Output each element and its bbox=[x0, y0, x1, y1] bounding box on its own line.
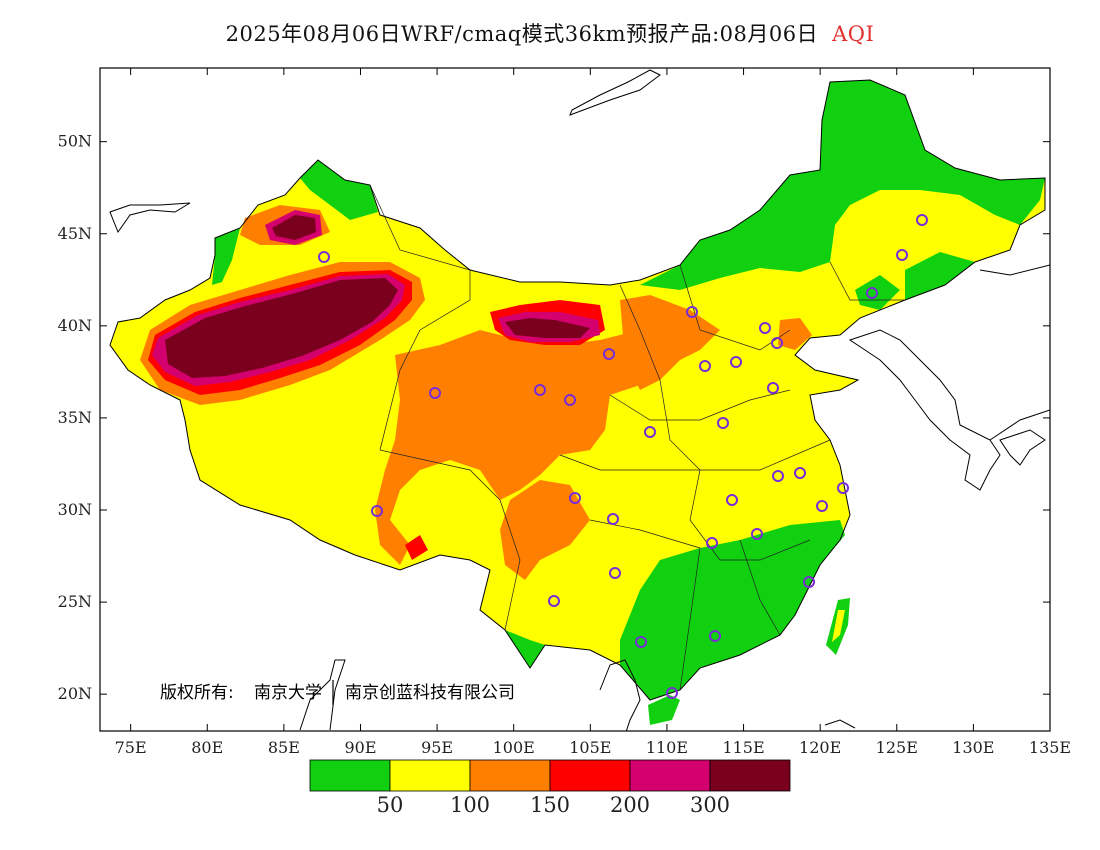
monitoring-stations bbox=[318, 214, 928, 699]
station-marker bbox=[371, 505, 383, 517]
lat-tick-label: 40N bbox=[58, 316, 92, 335]
station-marker bbox=[730, 356, 742, 368]
central-orange bbox=[375, 330, 660, 565]
legend-label: 300 bbox=[690, 793, 730, 817]
station-marker bbox=[318, 251, 330, 263]
station-marker bbox=[607, 513, 619, 525]
lon-tick-label: 100E bbox=[493, 738, 535, 757]
station-marker bbox=[709, 630, 721, 642]
station-marker bbox=[866, 287, 878, 299]
northeast-green bbox=[640, 80, 1045, 290]
station-marker bbox=[837, 482, 849, 494]
lat-tick-label: 20N bbox=[58, 684, 92, 703]
legend-swatch bbox=[549, 759, 631, 792]
station-marker bbox=[603, 348, 615, 360]
tibet-red bbox=[405, 535, 428, 560]
lat-tick-label: 25N bbox=[58, 592, 92, 611]
legend-swatch bbox=[709, 759, 791, 792]
lat-tick-label: 50N bbox=[58, 132, 92, 151]
station-marker bbox=[564, 394, 576, 406]
station-marker bbox=[569, 492, 581, 504]
lon-tick-label: 80E bbox=[191, 738, 223, 757]
title-variable: AQI bbox=[832, 22, 875, 46]
taiwan-yellow bbox=[832, 610, 845, 642]
lon-tick-label: 95E bbox=[421, 738, 453, 757]
west-green bbox=[212, 228, 240, 285]
lon-tick-label: 105E bbox=[569, 738, 611, 757]
lon-tick-label: 110E bbox=[646, 738, 688, 757]
aqi-legend: 50 100 150 200 300 bbox=[309, 759, 791, 817]
lon-tick-label: 90E bbox=[344, 738, 376, 757]
lon-tick-label: 135E bbox=[1029, 738, 1071, 757]
northeast-green-2 bbox=[905, 252, 975, 300]
station-marker bbox=[686, 306, 698, 318]
map-title: 2025年08月06日WRF/cmaq模式36km预报产品:08月06日 AQI bbox=[0, 18, 1100, 48]
axis-ticks: 75E 80E 85E 90E 95E 100E 105E 110E 115E 120E 125E 1… bbox=[58, 68, 1071, 757]
gansu-maroon bbox=[505, 318, 590, 338]
hainan-green bbox=[648, 695, 680, 725]
station-marker bbox=[726, 494, 738, 506]
south-green bbox=[620, 520, 845, 700]
lat-tick-label: 30N bbox=[58, 500, 92, 519]
coastlines bbox=[109, 69, 1050, 731]
station-marker bbox=[794, 467, 806, 479]
lon-tick-label: 85E bbox=[268, 738, 300, 757]
copyright-text: 版权所有: 南京大学 南京创蓝科技有限公司 bbox=[160, 680, 515, 705]
station-marker bbox=[767, 382, 779, 394]
lon-tick-label: 115E bbox=[722, 738, 764, 757]
station-marker bbox=[635, 636, 647, 648]
lat-tick-label: 35N bbox=[58, 408, 92, 427]
lon-tick-label: 125E bbox=[876, 738, 918, 757]
station-marker bbox=[916, 214, 928, 226]
lat-tick-label: 45N bbox=[58, 224, 92, 243]
station-marker bbox=[717, 417, 729, 429]
station-marker bbox=[534, 384, 546, 396]
legend-label: 150 bbox=[530, 793, 570, 817]
legend-swatch bbox=[469, 759, 551, 792]
sichuan-orange bbox=[500, 480, 590, 580]
station-marker bbox=[429, 387, 441, 399]
station-marker bbox=[759, 322, 771, 334]
lon-tick-label: 120E bbox=[799, 738, 841, 757]
station-marker bbox=[609, 567, 621, 579]
legend-swatch bbox=[629, 759, 711, 792]
taklamakan-maroon bbox=[165, 278, 398, 378]
station-marker bbox=[751, 528, 763, 540]
legend-swatch bbox=[309, 759, 391, 792]
copyright-label: 版权所有: bbox=[160, 683, 234, 703]
station-marker bbox=[772, 470, 784, 482]
station-marker bbox=[816, 500, 828, 512]
hebei-orange bbox=[778, 318, 812, 350]
southwest-green bbox=[505, 630, 545, 668]
station-marker bbox=[548, 595, 560, 607]
lon-tick-label: 75E bbox=[115, 738, 147, 757]
junggar-maroon bbox=[272, 215, 316, 240]
title-main: 2025年08月06日WRF/cmaq模式36km预报产品:08月06日 bbox=[225, 22, 819, 46]
lon-tick-label: 130E bbox=[952, 738, 994, 757]
legend-label: 200 bbox=[610, 793, 650, 817]
copyright-org1: 南京大学 bbox=[254, 683, 322, 703]
station-marker bbox=[644, 426, 656, 438]
station-marker bbox=[666, 687, 678, 699]
map-area bbox=[109, 69, 1050, 731]
legend-swatch bbox=[389, 759, 471, 792]
station-marker bbox=[699, 360, 711, 372]
map-frame bbox=[99, 67, 1051, 732]
copyright-org2: 南京创蓝科技有限公司 bbox=[345, 683, 515, 703]
station-marker bbox=[706, 537, 718, 549]
northwest-green bbox=[300, 160, 378, 220]
station-marker bbox=[771, 337, 783, 349]
legend-label: 50 bbox=[377, 793, 404, 817]
legend-label: 100 bbox=[450, 793, 490, 817]
province-boundaries bbox=[369, 184, 905, 691]
north-orange bbox=[620, 295, 720, 390]
station-marker bbox=[896, 249, 908, 261]
station-marker bbox=[803, 576, 815, 588]
china-border bbox=[109, 79, 1046, 701]
